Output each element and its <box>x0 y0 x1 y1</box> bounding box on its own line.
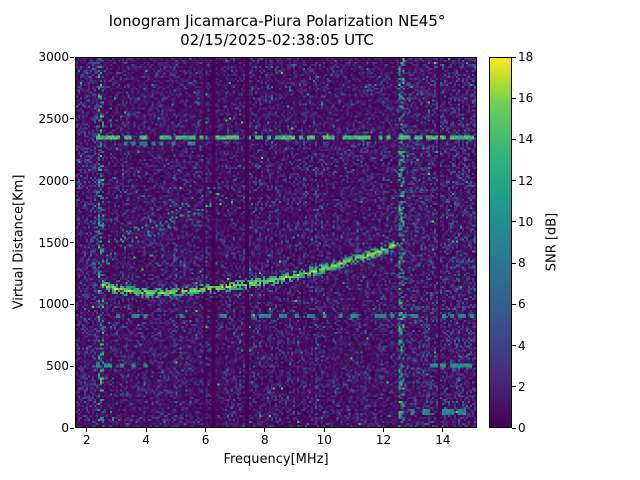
colorbar-label: SNR [dB] <box>544 212 560 272</box>
colorbar-tick-label: 12 <box>518 173 534 188</box>
x-tick-mark <box>323 428 325 432</box>
x-tick-mark <box>145 428 147 432</box>
colorbar-tick-mark <box>512 303 516 305</box>
colorbar-tick-label: 0 <box>518 421 526 435</box>
x-tick-mark <box>264 428 266 432</box>
colorbar-tick-label: 4 <box>518 338 526 353</box>
colorbar-tick-label: 14 <box>518 132 534 147</box>
colorbar-tick-label: 10 <box>518 214 534 229</box>
y-tick-label: 2000 <box>38 173 69 188</box>
y-tick-mark <box>70 303 74 305</box>
colorbar-tick-label: 2 <box>518 379 526 394</box>
x-axis-label: Frequency[MHz] <box>223 452 329 467</box>
colorbar-tick-label: 18 <box>518 50 534 64</box>
x-tick-label: 12 <box>375 433 392 447</box>
colorbar-tick-label: 16 <box>518 91 534 106</box>
x-tick-label: 10 <box>316 433 332 447</box>
x-tick-label: 14 <box>435 433 451 447</box>
x-tick-label: 2 <box>83 433 91 447</box>
y-tick-label: 0 <box>61 421 69 435</box>
x-tick-label: 8 <box>261 433 269 447</box>
chart-subtitle: 02/15/2025-02:38:05 UTC <box>180 31 374 49</box>
y-tick-mark <box>70 56 74 58</box>
colorbar-tick-mark <box>512 97 516 99</box>
colorbar-tick-mark <box>512 262 516 264</box>
colorbar-tick-mark <box>512 56 516 58</box>
y-tick-label: 2500 <box>38 111 69 126</box>
y-tick-label: 3000 <box>38 50 69 64</box>
colorbar-tick-mark <box>512 345 516 347</box>
x-tick-label: 4 <box>142 433 151 447</box>
y-tick-mark <box>70 118 74 120</box>
chart-title: Ionogram Jicamarca-Piura Polarization NE… <box>108 12 446 30</box>
colorbar-tick-mark <box>512 386 516 388</box>
y-tick-mark <box>70 365 74 367</box>
colorbar-tick-mark <box>512 138 516 140</box>
x-tick-mark <box>383 428 385 432</box>
colorbar-tick-mark <box>512 427 516 429</box>
ionogram-heatmap-canvas <box>76 58 476 427</box>
x-tick-mark <box>205 428 207 432</box>
plot-area <box>75 57 477 428</box>
colorbar-tick-mark <box>512 221 516 223</box>
x-tick-mark <box>442 428 444 432</box>
y-tick-label: 1000 <box>38 297 69 312</box>
colorbar-gradient-canvas <box>490 58 511 427</box>
colorbar-tick-label: 6 <box>518 297 526 312</box>
colorbar <box>489 57 512 428</box>
y-tick-label: 1500 <box>38 235 69 250</box>
y-tick-mark <box>70 427 74 429</box>
y-tick-mark <box>70 180 74 182</box>
x-tick-mark <box>86 428 88 432</box>
x-tick-label: 6 <box>201 433 210 447</box>
y-tick-mark <box>70 242 74 243</box>
colorbar-tick-label: 8 <box>518 256 526 271</box>
y-tick-label: 500 <box>46 359 69 374</box>
colorbar-tick-mark <box>512 180 516 182</box>
